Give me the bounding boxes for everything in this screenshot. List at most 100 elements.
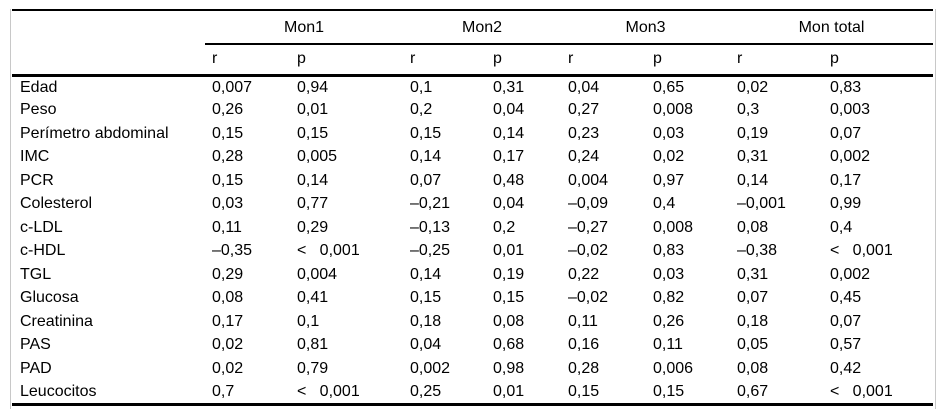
table-row: Peso 0,26 0,01 0,2 0,04 0,27 0,008 0,3 0,003: [12, 99, 933, 123]
row-label: Perímetro abdominal: [20, 124, 169, 142]
table-cell: 0,14: [297, 171, 329, 189]
table-cell: 0,82: [653, 289, 685, 307]
table-cell: 0,42: [830, 359, 862, 377]
table-cell: 0,2: [410, 101, 433, 119]
table-row: Glucosa 0,08 0,41 0,15 0,15 –0,02 0,82 0,07 0,45: [12, 287, 933, 311]
row-label: IMC: [20, 148, 50, 166]
table-row: PAD 0,02 0,79 0,002 0,98 0,28 0,006 0,08 0,42: [12, 357, 933, 381]
group-header-mon2: Mon2: [403, 10, 561, 45]
table-cell: 0,03: [212, 195, 244, 213]
table-cell: 0,02: [212, 359, 244, 377]
table-cell: 0,02: [212, 336, 244, 354]
table-cell: 0,07: [830, 124, 862, 142]
table-cell: 0,45: [830, 289, 862, 307]
table-cell: 0,99: [830, 195, 862, 213]
table-cell: 0,11: [212, 218, 242, 236]
table-cell: –0,02: [568, 242, 609, 260]
table-cell: 0,17: [212, 312, 244, 330]
table-cell: 0,25: [410, 382, 442, 400]
table-cell: 0,08: [737, 218, 769, 236]
table-cell: –0,25: [410, 242, 451, 260]
group-header-mon1: Mon1: [205, 10, 403, 45]
table-cell: 0,31: [737, 265, 769, 283]
table-cell: 0,19: [737, 124, 769, 142]
table-left-frame-line: [10, 9, 11, 409]
table-cell: 0,01: [297, 101, 329, 119]
table-row: Creatinina 0,17 0,1 0,18 0,08 0,11 0,26 0,18 0,0…: [12, 310, 933, 334]
table-cell: 0,17: [493, 148, 525, 166]
table-cell: 0,31: [737, 148, 769, 166]
group-header-montotal: Mon total: [730, 10, 933, 45]
table-cell: –0,27: [568, 218, 609, 236]
table-cell: 0,04: [493, 101, 525, 119]
table-cell: 0,67: [737, 382, 769, 400]
row-label: Leucocitos: [20, 382, 97, 400]
table-cell: –0,001: [737, 195, 786, 213]
table-cell: 0,77: [297, 195, 329, 213]
table-cell: 0,006: [653, 359, 694, 377]
group-header-row: Mon1 Mon2 Mon3 Mon total: [12, 10, 933, 45]
row-label: c-LDL: [20, 218, 63, 236]
table-row: PAS 0,02 0,81 0,04 0,68 0,16 0,11 0,05 0,57: [12, 334, 933, 358]
table-cell: 0,28: [568, 359, 600, 377]
table-right-frame-line: [935, 9, 936, 409]
table-cell: 0,57: [830, 336, 862, 354]
table-cell: 0,24: [568, 148, 600, 166]
table-cell: < 0,001: [830, 382, 893, 400]
group-header-mon3: Mon3: [561, 10, 730, 45]
table-cell: 0,15: [653, 382, 685, 400]
table-cell: 0,19: [493, 265, 525, 283]
table-cell: –0,02: [568, 289, 609, 307]
table-cell: 0,14: [737, 171, 769, 189]
row-label: PCR: [20, 171, 54, 189]
table-cell: 0,15: [297, 124, 329, 142]
table-cell: 0,11: [653, 336, 683, 354]
table-cell: –0,38: [737, 242, 778, 260]
table-cell: 0,97: [653, 171, 685, 189]
table-cell: 0,15: [493, 289, 525, 307]
table-row: TGL 0,29 0,004 0,14 0,19 0,22 0,03 0,31 0,002: [12, 263, 933, 287]
table-cell: 0,003: [830, 101, 871, 119]
table-cell: 0,94: [297, 78, 329, 96]
table-cell: 0,48: [493, 171, 525, 189]
table-cell: 0,83: [653, 242, 685, 260]
table-cell: 0,007: [212, 78, 253, 96]
table-cell: –0,35: [212, 242, 253, 260]
table-row: PCR 0,15 0,14 0,07 0,48 0,004 0,97 0,14 0,17: [12, 169, 933, 193]
row-label: Colesterol: [20, 195, 93, 213]
table-cell: 0,15: [568, 382, 600, 400]
table-body: Edad 0,007 0,94 0,1 0,31 0,04 0,65 0,02 0,83 Peso…: [12, 75, 933, 404]
table-cell: 0,68: [493, 336, 525, 354]
table-cell: 0,002: [830, 148, 871, 166]
table-cell: 0,28: [212, 148, 244, 166]
table-cell: 0,31: [493, 78, 525, 96]
table-header: Mon1 Mon2 Mon3 Mon total r p r p r p r p: [12, 10, 933, 77]
table-cell: 0,14: [410, 265, 442, 283]
table-cell: 0,04: [410, 336, 442, 354]
table-cell: 0,14: [493, 124, 525, 142]
table-cell: < 0,001: [297, 242, 360, 260]
table-cell: 0,004: [568, 171, 609, 189]
row-label: Edad: [20, 78, 58, 96]
table-cell: 0,7: [212, 382, 235, 400]
subheader-p-montotal: p: [823, 44, 933, 77]
table-cell: 0,29: [297, 218, 329, 236]
table-row: Perímetro abdominal 0,15 0,15 0,15 0,14 0,23 0…: [12, 122, 933, 146]
table-cell: 0,15: [212, 171, 244, 189]
table-cell: 0,07: [830, 312, 862, 330]
table-cell: 0,07: [737, 289, 769, 307]
table-cell: 0,04: [568, 78, 600, 96]
table-cell: < 0,001: [297, 382, 360, 400]
table-cell: 0,005: [297, 148, 338, 166]
table-cell: 0,27: [568, 101, 600, 119]
table-cell: 0,05: [737, 336, 769, 354]
table-cell: 0,08: [212, 289, 244, 307]
table-cell: 0,22: [568, 265, 600, 283]
table-cell: 0,65: [653, 78, 685, 96]
table-cell: 0,08: [737, 359, 769, 377]
table-cell: 0,83: [830, 78, 862, 96]
subheader-r-mon1: r: [205, 44, 290, 77]
table-cell: 0,79: [297, 359, 329, 377]
table-cell: 0,008: [653, 101, 694, 119]
